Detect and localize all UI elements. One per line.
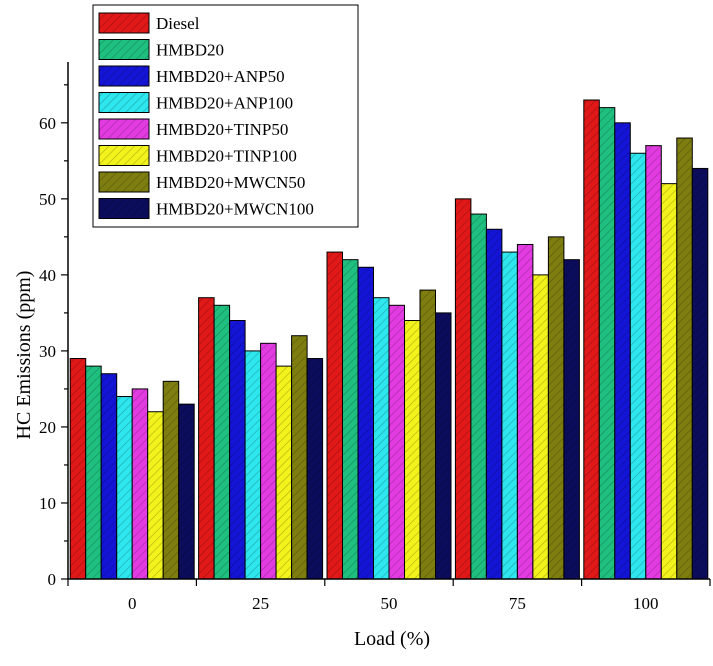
bar-HMBD20+ANP100-50 xyxy=(373,297,390,580)
bar-HMBD20+MWCN100-100 xyxy=(691,167,709,580)
bar-HMBD20+MWCN100-75 xyxy=(563,259,580,580)
legend: Diesel HMBD20 HMBD20+ANP50 HMBD20+ANP100 HMB… xyxy=(92,4,359,228)
legend-label: HMBD20 xyxy=(156,41,224,60)
y-tick-label: 30 xyxy=(39,342,56,361)
bar-HMBD20+ANP50-50 xyxy=(357,266,374,580)
bar-HMBD20-100 xyxy=(598,107,616,580)
bar-HMBD20-50 xyxy=(342,259,359,580)
bar-HMBD20+MWCN50-0 xyxy=(162,380,180,580)
bar-HMBD20+TINP100-25 xyxy=(275,365,293,580)
legend-swatch xyxy=(98,198,150,219)
legend-swatch xyxy=(98,92,150,113)
legend-swatch xyxy=(98,12,150,34)
legend-label: Diesel xyxy=(156,14,200,33)
bar-HMBD20+TINP100-50 xyxy=(404,320,421,580)
bar-HMBD20+TINP50-50 xyxy=(388,304,405,580)
bar-Diesel-50 xyxy=(326,251,343,580)
y-axis-title: HC Emissions (ppm) xyxy=(13,271,35,440)
legend-label: HMBD20+TINP50 xyxy=(156,120,288,139)
legend-label: HMBD20+MWCN100 xyxy=(156,200,314,219)
bar-HMBD20+TINP100-100 xyxy=(660,183,678,580)
y-tick-label: 40 xyxy=(39,266,56,285)
legend-label: HMBD20+ANP100 xyxy=(156,94,293,113)
y-tick-label: 0 xyxy=(48,570,57,589)
bar-HMBD20+MWCN100-50 xyxy=(435,312,452,580)
bar-HMBD20+ANP50-0 xyxy=(100,373,118,580)
bar-HMBD20+ANP50-100 xyxy=(614,122,631,580)
bar-Diesel-25 xyxy=(198,297,215,580)
bar-HMBD20+ANP50-25 xyxy=(229,320,246,580)
bar-HMBD20+MWCN100-25 xyxy=(306,358,324,580)
legend-label: HMBD20+MWCN50 xyxy=(156,173,305,192)
bar-HMBD20+MWCN50-100 xyxy=(676,137,693,580)
legend-swatch xyxy=(98,145,150,166)
legend-swatch xyxy=(98,171,150,193)
bar-HMBD20+ANP100-25 xyxy=(244,350,262,580)
y-tick-label: 50 xyxy=(39,190,56,209)
bar-HMBD20+TINP100-0 xyxy=(147,411,164,580)
bar-HMBD20+ANP100-100 xyxy=(629,152,647,580)
bar-HMBD20+TINP50-0 xyxy=(131,388,149,580)
bar-Diesel-0 xyxy=(69,358,87,580)
x-tick-label: 25 xyxy=(252,594,269,613)
bar-HMBD20+MWCN100-0 xyxy=(178,403,195,580)
bar-HMBD20+TINP50-75 xyxy=(516,243,534,580)
x-tick-label: 100 xyxy=(633,594,659,613)
bar-HMBD20+ANP100-0 xyxy=(116,396,133,580)
bar-HMBD20+MWCN50-50 xyxy=(419,289,436,580)
x-tick-label: 50 xyxy=(381,594,398,613)
axes-layer: 0 10 20 30 40 50 60 0 25 50 75 100 xyxy=(39,62,711,613)
x-tick-label: 0 xyxy=(128,594,137,613)
legend-box xyxy=(92,4,359,228)
x-tick-label: 75 xyxy=(509,594,526,613)
bar-Diesel-75 xyxy=(454,198,472,580)
bar-HMBD20+MWCN50-75 xyxy=(547,236,565,580)
y-tick-label: 10 xyxy=(39,494,56,513)
y-tick-label: 20 xyxy=(39,418,56,437)
bar-HMBD20-0 xyxy=(85,365,102,580)
y-tick-label: 60 xyxy=(39,114,56,133)
bar-Diesel-100 xyxy=(583,99,600,580)
x-axis-title: Load (%) xyxy=(354,628,430,650)
bar-HMBD20+TINP50-25 xyxy=(260,342,277,580)
legend-label: HMBD20+ANP50 xyxy=(156,67,285,86)
bars-layer xyxy=(69,99,709,580)
bar-HMBD20+ANP100-75 xyxy=(501,251,518,580)
legend-label: HMBD20+TINP100 xyxy=(156,147,297,166)
legend-swatch xyxy=(98,118,150,140)
bar-HMBD20+MWCN50-25 xyxy=(291,335,308,580)
legend-swatch xyxy=(98,39,150,60)
bar-HMBD20+TINP100-75 xyxy=(532,274,549,580)
bar-HMBD20+TINP50-100 xyxy=(645,145,662,580)
bar-HMBD20+ANP50-75 xyxy=(485,228,503,580)
legend-swatch xyxy=(98,65,150,87)
bar-HMBD20-75 xyxy=(470,213,487,580)
bar-HMBD20-25 xyxy=(213,304,231,580)
